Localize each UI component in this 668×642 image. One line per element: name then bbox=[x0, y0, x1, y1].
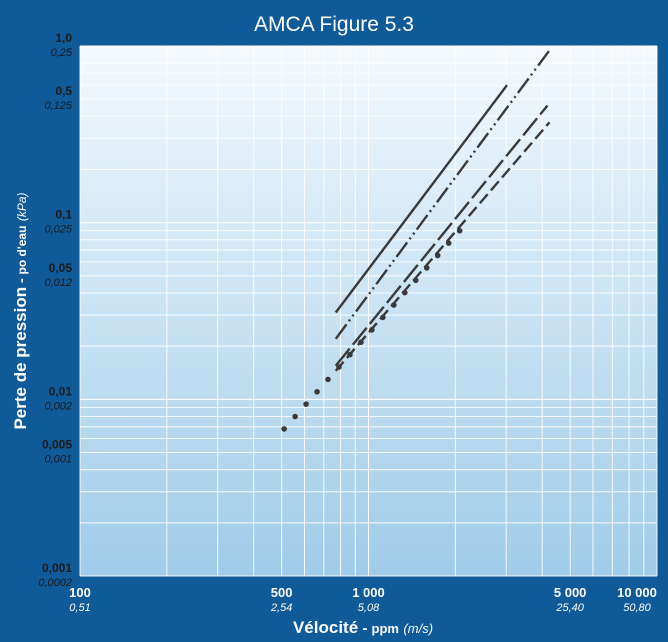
x-tick-label: 500 bbox=[271, 585, 293, 600]
series-5-point bbox=[303, 401, 309, 407]
series-group bbox=[281, 47, 552, 432]
y-axis-label-main: Perte de pression bbox=[11, 287, 30, 430]
y-tick-sublabel: 0,002 bbox=[44, 400, 72, 412]
x-tick-label: 10 000 bbox=[617, 585, 657, 600]
x-tick-sublabel: 50,80 bbox=[623, 602, 651, 614]
x-axis-label-sep: - bbox=[358, 620, 371, 637]
y-ticks: 1,0 0,25 0,5 0,125 0,1 0,025 0,05 0,012 0,01 0,00… bbox=[38, 31, 73, 589]
y-tick-label: 1,0 bbox=[55, 31, 72, 45]
y-axis-label-alt: (kPa) bbox=[15, 192, 29, 221]
y-tick-sublabel: 0,001 bbox=[44, 454, 72, 466]
series-5-point bbox=[412, 277, 419, 284]
series-3-line bbox=[334, 104, 549, 367]
x-tick-sublabel: 0,51 bbox=[69, 602, 90, 614]
y-tick-label: 0,1 bbox=[55, 208, 72, 222]
series-5-point bbox=[325, 376, 331, 383]
x-tick-label: 5 000 bbox=[554, 585, 587, 600]
y-tick-label: 0,01 bbox=[49, 384, 73, 398]
series-5-point bbox=[391, 302, 397, 308]
series-5-point bbox=[434, 252, 441, 259]
x-tick-sublabel: 2,54 bbox=[270, 602, 292, 614]
y-tick-sublabel: 0,25 bbox=[51, 47, 73, 59]
x-axis-label: Vélocité - ppm (m/s) bbox=[293, 618, 433, 637]
series-5-point bbox=[336, 364, 342, 370]
series-5-point bbox=[314, 388, 320, 395]
y-tick-sublabel: 0,125 bbox=[44, 100, 72, 112]
series-5-point bbox=[292, 413, 298, 420]
x-tick-label: 100 bbox=[69, 585, 91, 600]
series-5-point bbox=[445, 240, 452, 246]
y-axis-label-unit: po d'eau bbox=[15, 226, 29, 275]
series-5-point bbox=[369, 327, 375, 333]
x-tick-sublabel: 5,08 bbox=[358, 602, 380, 614]
series-5-point bbox=[402, 289, 408, 296]
y-tick-label: 0,005 bbox=[42, 438, 72, 452]
y-axis-label: Perte de pression - po d'eau (kPa) bbox=[11, 192, 30, 429]
x-tick-label: 1 000 bbox=[352, 585, 385, 600]
series-5-point bbox=[281, 426, 287, 432]
x-tick-sublabel: 25,40 bbox=[555, 602, 584, 614]
chart-title: AMCA Figure 5.3 bbox=[254, 13, 414, 36]
series-5-point bbox=[347, 351, 353, 358]
series-1-line bbox=[334, 84, 508, 314]
series-5-point bbox=[358, 339, 364, 346]
x-ticks: 100 0,51 500 2,54 1 000 5,08 5 000 25,40 10 000 5… bbox=[69, 585, 657, 614]
y-tick-label: 0,05 bbox=[49, 261, 73, 275]
y-tick-sublabel: 0,012 bbox=[44, 277, 72, 289]
x-axis-label-unit: ppm bbox=[372, 621, 399, 636]
x-axis-label-main: Vélocité bbox=[293, 618, 358, 637]
series-2-line bbox=[334, 47, 552, 340]
y-tick-sublabel: 0,0002 bbox=[38, 577, 72, 589]
x-axis-label-alt: (m/s) bbox=[403, 621, 433, 636]
series-5-point bbox=[423, 265, 430, 271]
grid bbox=[79, 45, 658, 577]
y-tick-label: 0,001 bbox=[42, 561, 72, 575]
y-tick-sublabel: 0,025 bbox=[44, 224, 72, 236]
series-5-point bbox=[456, 227, 463, 234]
series-5-point bbox=[380, 314, 386, 321]
y-axis-label-sep: - bbox=[13, 274, 29, 286]
y-tick-label: 0,5 bbox=[55, 84, 72, 98]
